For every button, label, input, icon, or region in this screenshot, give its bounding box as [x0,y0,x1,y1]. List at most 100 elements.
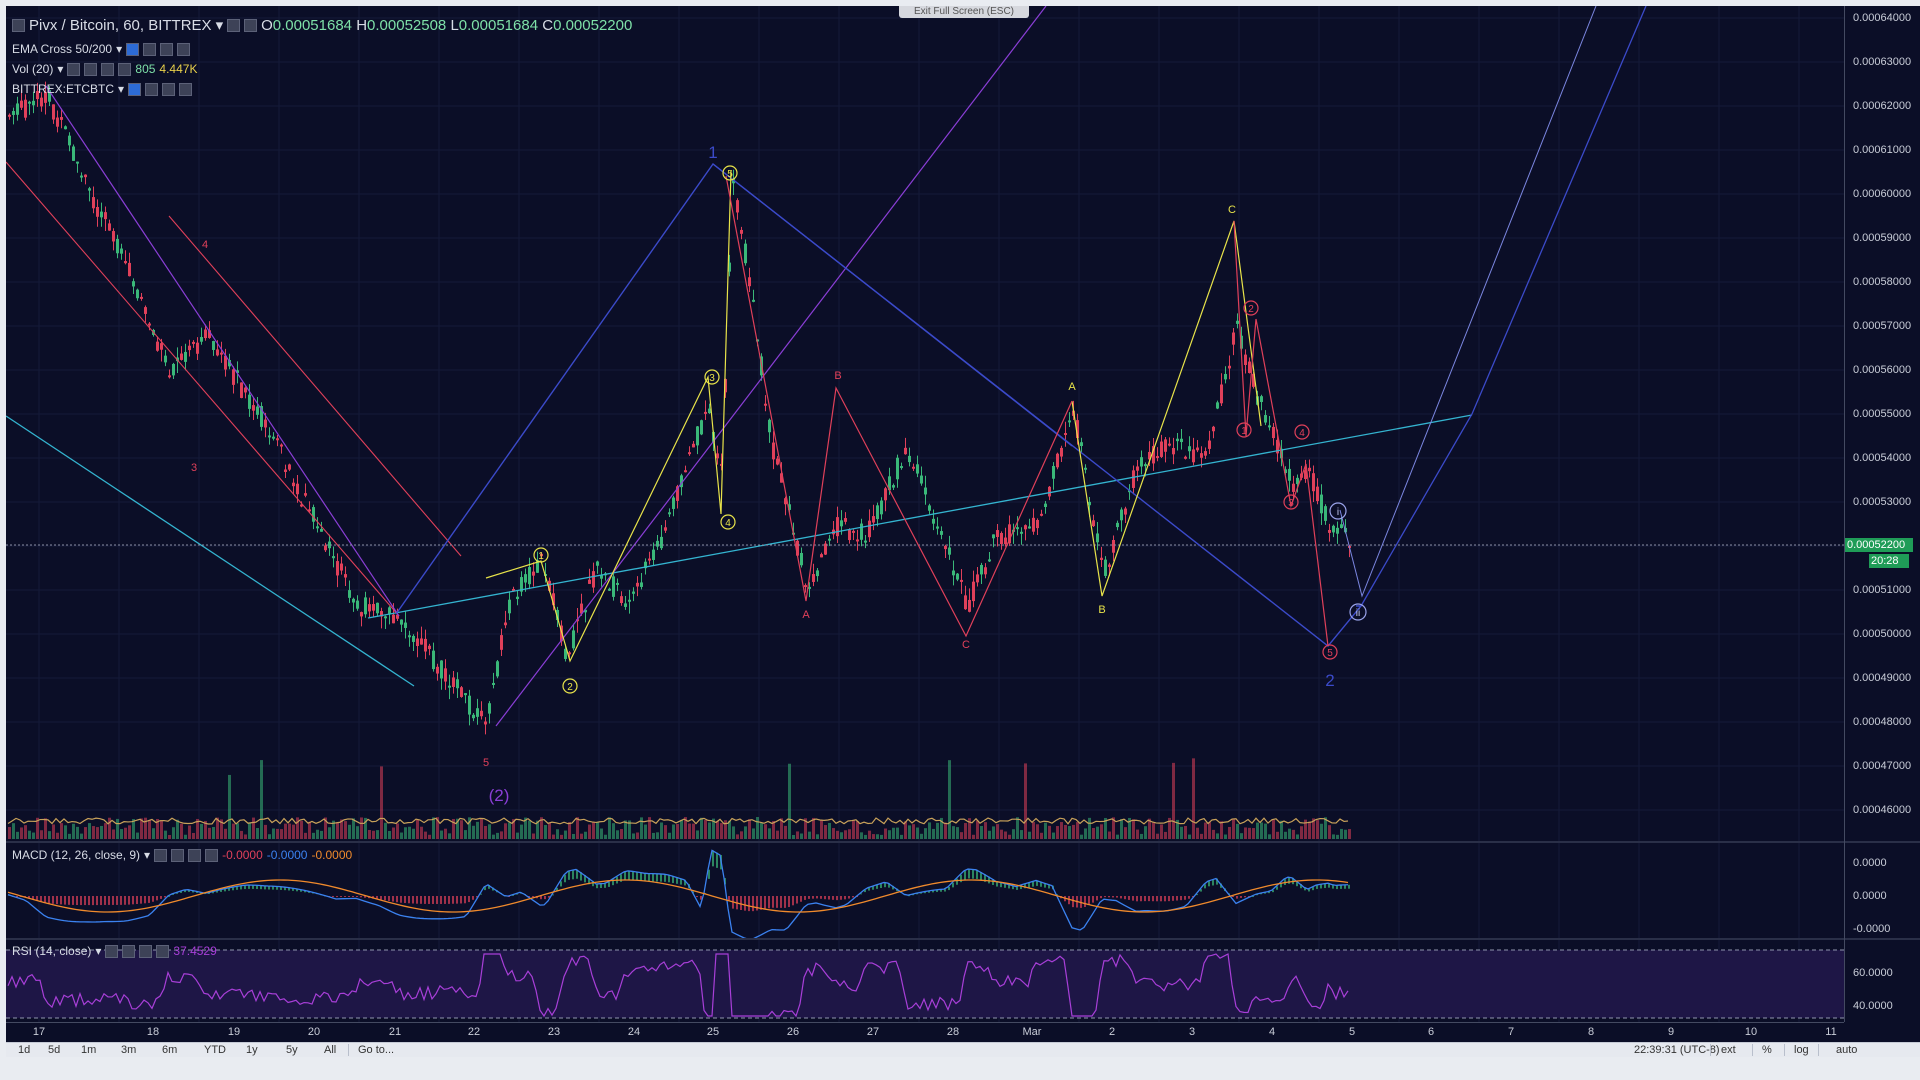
goto-button[interactable]: Go to... [358,1044,395,1056]
volume-bar [164,830,167,839]
pane-separator-rsi[interactable] [6,938,1920,940]
chevron-down-icon[interactable]: ▾ [116,42,123,56]
settings-icon[interactable] [145,82,159,96]
range-1m[interactable]: 1m [81,1044,97,1056]
price-tick: 0.00055000 [1853,408,1912,420]
visibility-icon[interactable] [128,82,142,96]
log-toggle[interactable]: log [1794,1044,1809,1056]
macd-histogram-bar [684,879,686,886]
ema-label[interactable]: EMA Cross 50/200 [12,42,113,56]
macd-histogram-bar [488,884,490,889]
range-5y[interactable]: 5y [286,1044,298,1056]
candle-body [892,485,895,488]
chevron-down-icon[interactable]: ▾ [215,17,224,34]
macd-histogram-bar [712,850,714,867]
settings-icon[interactable] [143,42,157,56]
remove-icon[interactable] [160,42,174,56]
macd-histogram-bar [596,883,598,889]
volume-bar [656,832,659,839]
range-ytd[interactable]: YTD [204,1044,226,1056]
candle-body [508,599,511,614]
macd-histogram-bar [1308,889,1310,892]
percent-toggle[interactable]: % [1762,1044,1772,1056]
volume-bar [464,830,467,839]
compare-label[interactable]: BITTREX:ETCBTC [12,82,115,96]
volume-bar [220,819,223,839]
macd-histogram-bar [640,872,642,881]
candle-body [1324,506,1327,521]
chevron-down-icon[interactable]: ▾ [144,848,151,862]
more-icon[interactable] [156,944,170,958]
range-5d[interactable]: 5d [48,1044,61,1056]
macd-histogram-bar [848,896,850,899]
macd-histogram-bar [920,892,922,894]
volume-bar [1316,820,1319,839]
volume-legend: Vol (20) ▾ 805 4.447K [12,62,197,76]
more-icon[interactable] [205,848,219,862]
candle-body [28,101,31,104]
chevron-down-icon[interactable]: ▾ [57,62,64,76]
range-1d[interactable]: 1d [18,1044,31,1056]
price-chart-canvas[interactable]: 1 2 (2) 5 4 3 1 2 3 4 5 A B C A B C 1 2 … [6,6,1844,1022]
chevron-down-icon[interactable]: ▾ [95,944,102,958]
candle-body [1188,446,1191,452]
visibility-icon[interactable] [67,62,81,76]
collapse-icon[interactable] [12,18,25,32]
ext-toggle[interactable]: ext [1721,1044,1736,1056]
macd-histogram-bar [60,896,62,905]
candle-body [280,444,283,447]
candle-body [8,114,11,117]
candle-body [512,588,515,591]
pane-separator-macd[interactable] [6,841,1920,843]
volume-bar [1304,819,1307,839]
more-icon[interactable] [118,62,132,76]
visibility-icon[interactable] [154,848,168,862]
candle-body [308,509,311,512]
candle-body [12,111,15,115]
exit-fullscreen-button[interactable]: Exit Full Screen (ESC) [899,6,1029,18]
vol-label[interactable]: Vol (20) [12,62,54,76]
visibility-icon[interactable] [126,42,140,56]
remove-icon[interactable] [162,82,176,96]
candle-body [972,581,975,602]
volume-bar [332,820,335,839]
macd-histogram-bar [588,877,590,885]
range-1y[interactable]: 1y [246,1044,258,1056]
volume-bar [1244,827,1247,839]
auto-toggle[interactable]: auto [1836,1044,1858,1056]
remove-icon[interactable] [188,848,202,862]
macd-histogram-bar [1088,896,1090,905]
macd-histogram-bar [960,874,962,883]
macd-histogram-bar [1264,892,1266,894]
remove-icon[interactable] [139,944,153,958]
time-axis[interactable]: 17 18 19 20 21 22 23 24 25 26 27 28 Mar … [6,1022,1844,1043]
volume-bar [708,822,711,839]
chevron-down-icon[interactable]: ▾ [118,82,125,96]
range-all[interactable]: All [324,1044,337,1056]
settings-icon[interactable] [171,848,185,862]
more-icon[interactable] [179,82,193,96]
macd-histogram-bar [908,895,910,897]
symbol-title[interactable]: Pivx / Bitcoin, 60, BITTREX [29,16,212,34]
candle-body [272,436,275,439]
candle-body [808,586,811,589]
settings-icon[interactable] [122,944,136,958]
candle-body [1080,442,1083,447]
red-3-label: 3 [191,462,197,474]
macd-label[interactable]: MACD (12, 26, close, 9) [12,848,141,862]
hide-icon[interactable] [244,18,258,32]
price-axis[interactable]: 0.00064000 0.00063000 0.00062000 0.00061… [1844,6,1920,1022]
visibility-icon[interactable] [105,944,119,958]
settings-icon[interactable] [84,62,98,76]
settings-icon[interactable] [227,18,241,32]
fifth-low-label: 5 [483,757,489,769]
macd-histogram-bar [260,885,262,890]
volume-bar [644,824,647,839]
range-6m[interactable]: 6m [162,1044,178,1056]
candle-body [240,382,243,398]
more-icon[interactable] [177,42,191,56]
rsi-label[interactable]: RSI (14, close) [12,944,92,958]
range-3m[interactable]: 3m [121,1044,137,1056]
remove-icon[interactable] [101,62,115,76]
macd-histogram-bar [364,896,366,898]
